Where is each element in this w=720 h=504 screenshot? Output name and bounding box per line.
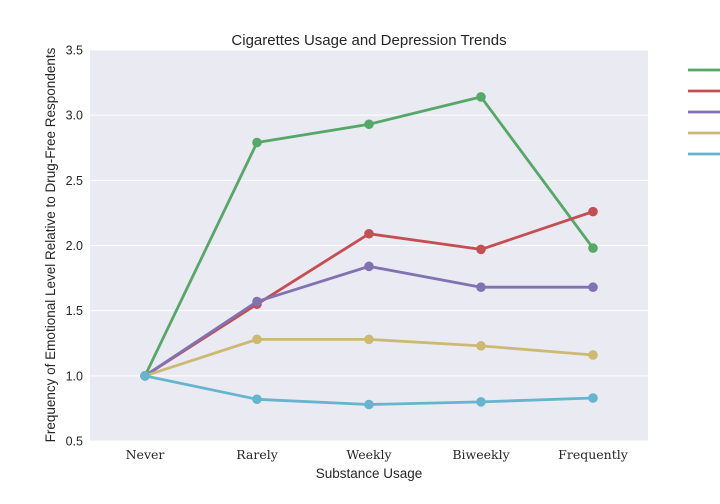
x-tick-label: Frequently xyxy=(558,447,629,462)
series-4 xyxy=(140,334,598,381)
data-point xyxy=(588,206,598,217)
series-layer xyxy=(140,92,598,410)
y-tick-label: 1.0 xyxy=(66,369,83,383)
x-tick-label: Never xyxy=(126,447,165,462)
data-point xyxy=(588,282,598,293)
y-tick-label: 2.0 xyxy=(66,239,83,253)
data-point xyxy=(140,371,150,381)
data-point xyxy=(364,119,374,130)
data-point xyxy=(364,334,374,345)
y-tick-label: 3.0 xyxy=(66,109,83,123)
data-point xyxy=(476,244,486,255)
x-tick-labels: Never Rarely Weekly Biweekly Frequently xyxy=(126,447,629,462)
legend xyxy=(688,68,720,156)
x-tick-label: Weekly xyxy=(346,447,392,462)
x-tick-label: Rarely xyxy=(236,447,279,462)
data-point xyxy=(252,394,262,405)
x-axis-label: Substance Usage xyxy=(316,466,423,481)
data-point xyxy=(588,243,598,253)
data-point xyxy=(252,296,262,307)
data-point xyxy=(252,334,262,345)
y-tick-label: 0.5 xyxy=(66,435,83,449)
data-point xyxy=(364,399,374,410)
x-tick-label: Biweekly xyxy=(452,447,510,462)
data-point xyxy=(476,92,486,102)
y-tick-label: 3.5 xyxy=(66,44,83,58)
y-tick-label: 1.5 xyxy=(66,304,83,318)
data-point xyxy=(588,393,598,403)
data-point xyxy=(364,228,374,239)
data-point xyxy=(476,397,486,407)
series-5 xyxy=(140,371,598,410)
data-point xyxy=(364,261,374,272)
y-axis-label: Frequency of Emotional Level Relative to… xyxy=(43,47,58,442)
grid-lines xyxy=(90,49,648,442)
data-point xyxy=(588,350,598,360)
data-point xyxy=(476,282,486,293)
y-tick-label: 2.5 xyxy=(66,174,83,188)
data-point xyxy=(476,341,486,351)
chart-title: Cigarettes Usage and Depression Trends xyxy=(231,32,506,49)
y-tick-labels: 0.5 1.0 1.5 2.0 2.5 3.0 3.5 xyxy=(66,44,83,449)
data-point xyxy=(252,137,262,148)
